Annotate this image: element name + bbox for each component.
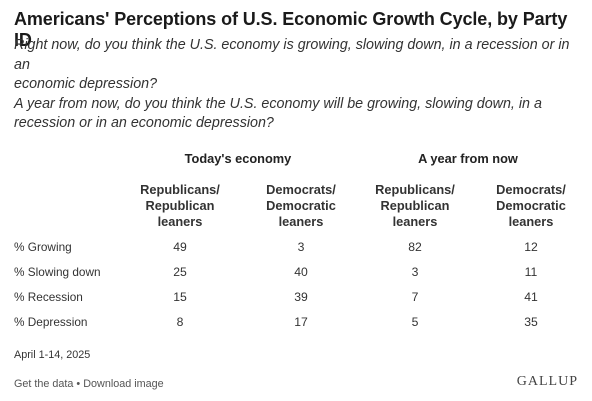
table-cell: 3 <box>297 240 305 254</box>
row-label: % Depression <box>14 315 88 329</box>
column-header-line: Democrats/ <box>496 182 566 197</box>
column-header: Democrats/ Democratic leaners <box>476 182 586 230</box>
column-header-line: leaners <box>392 214 438 229</box>
chart-title: Americans' Perceptions of U.S. Economic … <box>14 9 568 50</box>
table-cell: 82 <box>408 240 422 254</box>
table-cell: 25 <box>173 265 187 279</box>
gallup-logo: GALLUP <box>516 374 578 389</box>
table-cell: 11 <box>524 265 538 279</box>
column-header-line: Republicans/ <box>375 182 455 197</box>
row-label: % Slowing down <box>14 265 101 279</box>
group-header-today: Today's economy <box>184 151 292 166</box>
table-cell: 41 <box>524 290 538 304</box>
column-header-line: Democratic <box>496 198 566 213</box>
column-header: Republicans/ Republican leaners <box>125 182 235 230</box>
chart-subtitle: Right now, do you think the U.S. economy… <box>14 36 579 134</box>
row-label: % Recession <box>14 290 83 304</box>
column-header-line: leaners <box>278 214 324 229</box>
column-header-line: Democratic <box>266 198 336 213</box>
table-cell: 7 <box>411 290 419 304</box>
column-header-line: leaners <box>508 214 554 229</box>
table-cell: 8 <box>176 315 184 329</box>
column-header-line: Republican <box>145 198 215 213</box>
link-separator: • <box>73 378 84 390</box>
subtitle-line: A year from now, do you think the U.S. e… <box>14 95 542 112</box>
table-cell: 49 <box>173 240 187 254</box>
subtitle-line: Right now, do you think the U.S. economy… <box>14 37 570 73</box>
subtitle-line: recession or in an economic depression? <box>14 115 274 131</box>
table-cell: 39 <box>294 290 308 304</box>
column-header-line: Democrats/ <box>266 182 336 197</box>
column-header-line: Republicans/ <box>140 182 220 197</box>
table-cell: 12 <box>524 240 538 254</box>
download-image-link[interactable]: Download image <box>83 378 164 390</box>
survey-date: April 1-14, 2025 <box>14 349 91 361</box>
column-header: Republicans/ Republican leaners <box>360 182 470 230</box>
table-cell: 35 <box>524 315 538 329</box>
table-cell: 40 <box>294 265 308 279</box>
row-label: % Growing <box>14 240 72 254</box>
table-cell: 3 <box>411 265 419 279</box>
table-cell: 17 <box>294 315 308 329</box>
subtitle-line: economic depression? <box>14 76 158 92</box>
group-header-year-from-now: A year from now <box>418 151 518 166</box>
table-cell: 15 <box>173 290 187 304</box>
get-data-link[interactable]: Get the data <box>14 378 74 390</box>
table-cell: 5 <box>411 315 419 329</box>
column-header-line: leaners <box>157 214 203 229</box>
column-header-line: Republican <box>380 198 450 213</box>
footer-links: Get the data • Download image <box>14 378 164 390</box>
column-header: Democrats/ Democratic leaners <box>246 182 356 230</box>
